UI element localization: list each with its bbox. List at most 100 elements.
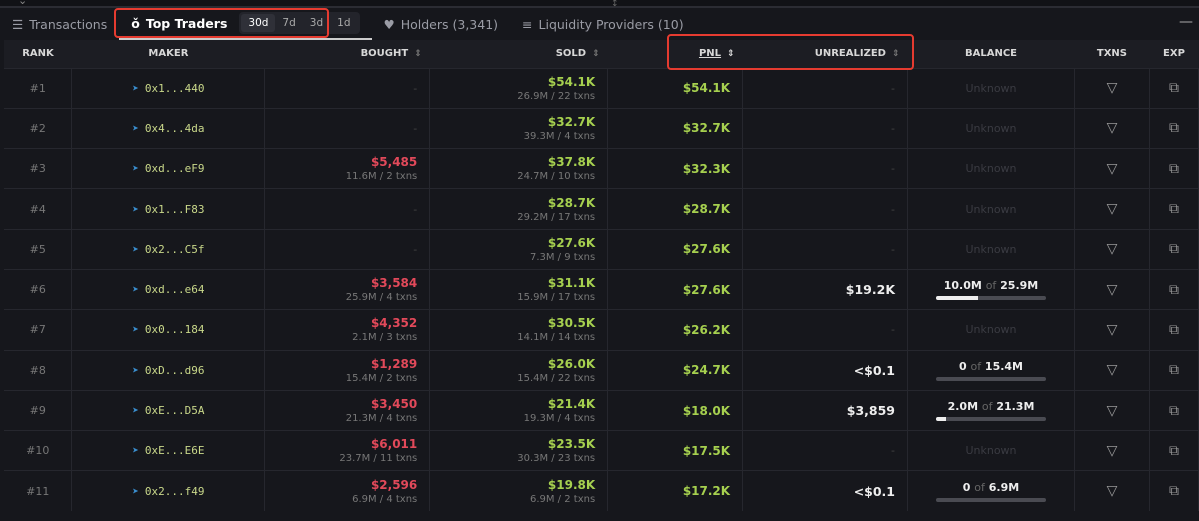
external-link-icon[interactable]: ⧉ (1149, 148, 1199, 189)
maker-address[interactable]: ➤ 0xE...E6E (71, 430, 266, 471)
external-link-icon[interactable]: ⧉ (1149, 349, 1199, 391)
balance-of: of (985, 279, 997, 293)
filter-icon[interactable]: ▽ (1074, 67, 1150, 109)
sold-usd: $28.7K (547, 195, 596, 210)
sold-cell: $23.5K 30.3M / 23 txns (429, 430, 609, 471)
sold-cell: $19.8K 6.9M / 2 txns (429, 470, 609, 512)
collapse-chevron-icon[interactable]: ⌄ (18, 0, 28, 7)
bought-usd: $2,596 (370, 477, 418, 492)
period-7d[interactable]: 7d (282, 17, 296, 29)
col-bought[interactable]: BOUGHT ⇕ (264, 40, 430, 68)
bought-detail: 25.9M / 4 txns (345, 292, 418, 304)
whale-icon: ➤ (132, 283, 139, 297)
filter-icon[interactable]: ▽ (1074, 228, 1150, 270)
balance-cell: 0 of 6.9M (907, 470, 1075, 512)
whale-icon: ➤ (132, 162, 139, 176)
pnl: $17.2K (607, 470, 744, 512)
filter-icon[interactable]: ▽ (1074, 349, 1150, 391)
sort-icon[interactable]: ⇕ (414, 49, 422, 60)
sort-desc-icon[interactable]: ⇕ (727, 49, 735, 60)
rank: #8 (4, 349, 73, 391)
balance-total: 21.3M (996, 400, 1035, 414)
external-link-icon[interactable]: ⧉ (1149, 470, 1199, 512)
filter-icon[interactable]: ▽ (1074, 148, 1150, 189)
bought-cell: - (264, 107, 431, 149)
sold-detail: 6.9M / 2 txns (529, 493, 596, 505)
filter-icon[interactable]: ▽ (1074, 389, 1150, 431)
sort-icon[interactable]: ⇕ (891, 49, 900, 60)
pnl: $17.5K (607, 430, 744, 471)
bought-detail: 15.4M / 2 txns (345, 372, 418, 384)
bought-usd: $3,584 (370, 276, 418, 291)
sold-usd: $31.1K (547, 276, 596, 291)
balance-unknown: Unknown (907, 430, 1075, 471)
tab-top-traders[interactable]: ǒ Top Traders 30d 7d 3d 1d (119, 8, 372, 40)
tab-liquidity-providers[interactable]: ≡ Liquidity Providers (10) (522, 16, 684, 32)
sold-cell: $27.6K 7.3M / 9 txns (429, 228, 609, 270)
period-1d[interactable]: 1d (337, 17, 351, 29)
col-rank: RANK (4, 40, 72, 68)
tab-holders[interactable]: ♥ Holders (3,341) (383, 16, 499, 32)
external-link-icon[interactable]: ⧉ (1149, 268, 1199, 310)
external-link-icon[interactable]: ⧉ (1149, 309, 1199, 351)
filter-icon[interactable]: ▽ (1074, 188, 1150, 230)
maker-address[interactable]: ➤ 0xD...d96 (71, 349, 266, 391)
bought-cell: - (264, 67, 431, 109)
filter-icon[interactable]: ▽ (1074, 470, 1150, 512)
filter-icon[interactable]: ▽ (1074, 309, 1150, 351)
balance-held: 0 (962, 480, 971, 494)
unrealized: - (742, 228, 909, 270)
maker-address[interactable]: ➤ 0xd...e64 (71, 268, 266, 310)
sold-usd: $32.7K (547, 114, 596, 129)
maker-address[interactable]: ➤ 0x4...4da (71, 107, 266, 149)
top-panel-edge: ⌄ ↕ (0, 0, 1199, 9)
period-30d[interactable]: 30d (241, 14, 276, 32)
sort-icon[interactable]: ⇕ (592, 49, 600, 60)
external-link-icon[interactable]: ⧉ (1149, 389, 1199, 431)
sold-detail: 19.3M / 4 txns (523, 413, 596, 425)
rank: #5 (4, 228, 73, 270)
period-3d[interactable]: 3d (309, 17, 324, 29)
minimize-button[interactable]: — (1179, 14, 1193, 30)
resize-handle-icon[interactable]: ↕ (611, 0, 619, 9)
external-link-icon[interactable]: ⧉ (1149, 107, 1199, 149)
maker-address[interactable]: ➤ 0x2...C5f (71, 228, 266, 270)
col-sold[interactable]: SOLD ⇕ (429, 40, 608, 68)
bought-empty: - (413, 242, 418, 256)
bought-usd: $6,011 (370, 437, 418, 452)
bought-detail: 6.9M / 4 txns (352, 493, 418, 505)
maker-address[interactable]: ➤ 0x0...184 (71, 309, 266, 351)
balance-unknown: Unknown (907, 309, 1075, 351)
balance-total: 6.9M (988, 480, 1020, 494)
maker-address[interactable]: ➤ 0x2...f49 (71, 470, 266, 512)
unrealized: $3,859 (742, 389, 909, 431)
col-pnl[interactable]: PNL ⇕ (607, 40, 743, 68)
maker-address[interactable]: ➤ 0x1...F83 (71, 188, 266, 230)
filter-icon[interactable]: ▽ (1074, 430, 1150, 471)
bought-empty: - (413, 81, 418, 95)
col-unrealized[interactable]: UNREALIZED ⇕ (742, 40, 908, 68)
table-header: RANK MAKER BOUGHT ⇕ SOLD ⇕ PNL ⇕ UNREALIZED… (4, 40, 1199, 68)
sold-detail: 24.7M / 10 txns (517, 171, 596, 183)
maker-address[interactable]: ➤ 0xE...D5A (71, 389, 266, 431)
external-link-icon[interactable]: ⧉ (1149, 67, 1199, 109)
rank: #4 (4, 188, 73, 230)
external-link-icon[interactable]: ⧉ (1149, 228, 1199, 270)
external-link-icon[interactable]: ⧉ (1149, 430, 1199, 471)
filter-icon[interactable]: ▽ (1074, 107, 1150, 149)
maker-address[interactable]: ➤ 0x1...440 (71, 67, 266, 109)
col-txns: TXNS (1074, 40, 1150, 68)
maker-address[interactable]: ➤ 0xd...eF9 (71, 148, 266, 189)
sold-cell: $37.8K 24.7M / 10 txns (429, 148, 609, 189)
balance-unknown: Unknown (907, 67, 1075, 109)
filter-icon[interactable]: ▽ (1074, 268, 1150, 310)
whale-icon: ➤ (132, 242, 139, 256)
tab-transactions[interactable]: ☰ Transactions (12, 16, 108, 32)
table-row: #7 ➤ 0x0...184 $4,352 2.1M / 3 txns $30.5K… (4, 309, 1199, 351)
sold-cell: $30.5K 14.1M / 14 txns (429, 309, 609, 351)
whale-icon: ➤ (132, 202, 139, 216)
sold-detail: 15.4M / 22 txns (517, 372, 596, 384)
external-link-icon[interactable]: ⧉ (1149, 188, 1199, 230)
unrealized: - (742, 67, 909, 109)
balance-of: of (981, 400, 993, 414)
